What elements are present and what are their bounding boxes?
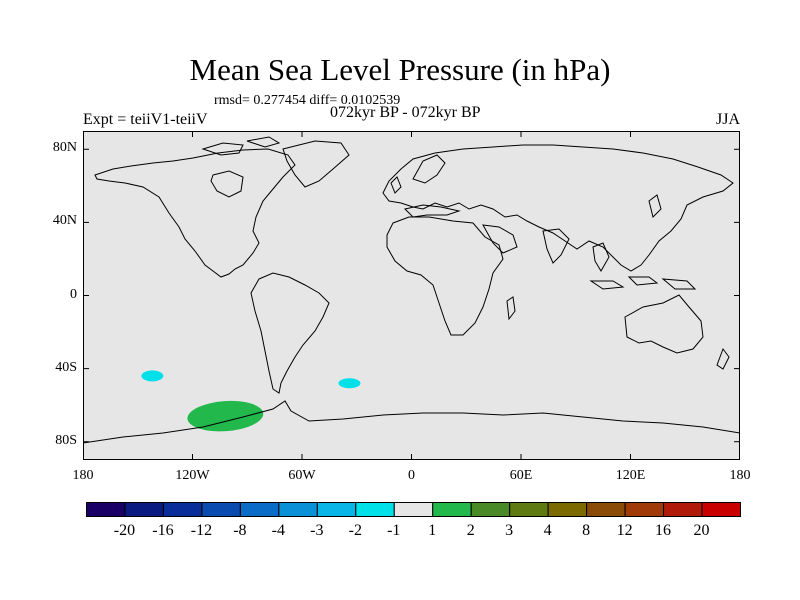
colorbar-label: -4: [271, 522, 285, 539]
season-label: JJA: [716, 111, 741, 128]
lon-label: 0: [408, 468, 415, 483]
anomaly-layer: [141, 370, 361, 432]
colorbar-label: -16: [152, 522, 174, 539]
lon-label: 60E: [509, 468, 533, 483]
lon-label: 120W: [175, 468, 210, 483]
colorbar: [86, 502, 741, 517]
colorbar-swatch: [239, 502, 280, 517]
world-map: [83, 131, 740, 460]
colorbar-label: -3: [310, 522, 324, 539]
colorbar-swatch: [201, 502, 241, 517]
lat-label: 0: [70, 286, 77, 302]
colorbar-swatch: [470, 502, 511, 517]
colorbar-swatch: [701, 502, 741, 517]
stats-line: rmsd= 0.277454 diff= 0.0102539: [214, 93, 401, 108]
colorbar-label: 8: [582, 522, 591, 539]
lat-label: 40S: [55, 359, 77, 375]
colorbar-swatch: [509, 502, 549, 517]
lon-label: 180: [729, 468, 751, 483]
anomaly-region: [141, 370, 164, 382]
colorbar-swatch: [547, 502, 588, 517]
lon-label: 120E: [615, 468, 646, 483]
anomaly-region: [338, 378, 361, 389]
lon-label: 180: [72, 468, 94, 483]
colorbar-label: 20: [693, 522, 710, 539]
lat-label: 40N: [52, 213, 77, 229]
colorbar-label: 4: [543, 522, 552, 539]
colorbar-swatch: [393, 502, 434, 517]
lon-label: 60W: [288, 468, 316, 483]
colorbar-label: -2: [348, 522, 362, 539]
colorbar-label: 3: [505, 522, 514, 539]
colorbar-swatch: [162, 502, 203, 517]
anomaly-region: [187, 400, 264, 432]
colorbar-label: -20: [113, 522, 136, 539]
colorbar-swatch: [432, 502, 472, 517]
map-background: [83, 131, 740, 460]
colorbar-label: -12: [190, 522, 213, 539]
map-frame: [83, 131, 740, 460]
colorbar-swatch: [355, 502, 395, 517]
colorbar-swatch: [86, 502, 126, 517]
colorbar-swatch: [316, 502, 357, 517]
colorbar-label: 16: [655, 522, 672, 539]
lat-label: 80N: [52, 140, 77, 156]
coastlines: [83, 136, 740, 444]
experiment-label: Expt = teiiV1-teiiV: [83, 111, 208, 128]
colorbar-label: 1: [428, 522, 437, 539]
colorbar-label: -1: [387, 522, 401, 539]
lat-label: 80S: [55, 432, 77, 448]
colorbar-swatch: [278, 502, 318, 517]
colorbar-swatch: [124, 502, 164, 517]
period-label: 072kyr BP - 072kyr BP: [330, 104, 481, 121]
colorbar-swatch: [663, 502, 703, 517]
colorbar-label: 2: [466, 522, 475, 539]
colorbar-swatch: [586, 502, 626, 517]
colorbar-label: 12: [616, 522, 633, 539]
colorbar-swatch: [624, 502, 665, 517]
chart-title: Mean Sea Level Pressure (in hPa): [189, 52, 611, 87]
colorbar-label: -8: [233, 522, 247, 539]
